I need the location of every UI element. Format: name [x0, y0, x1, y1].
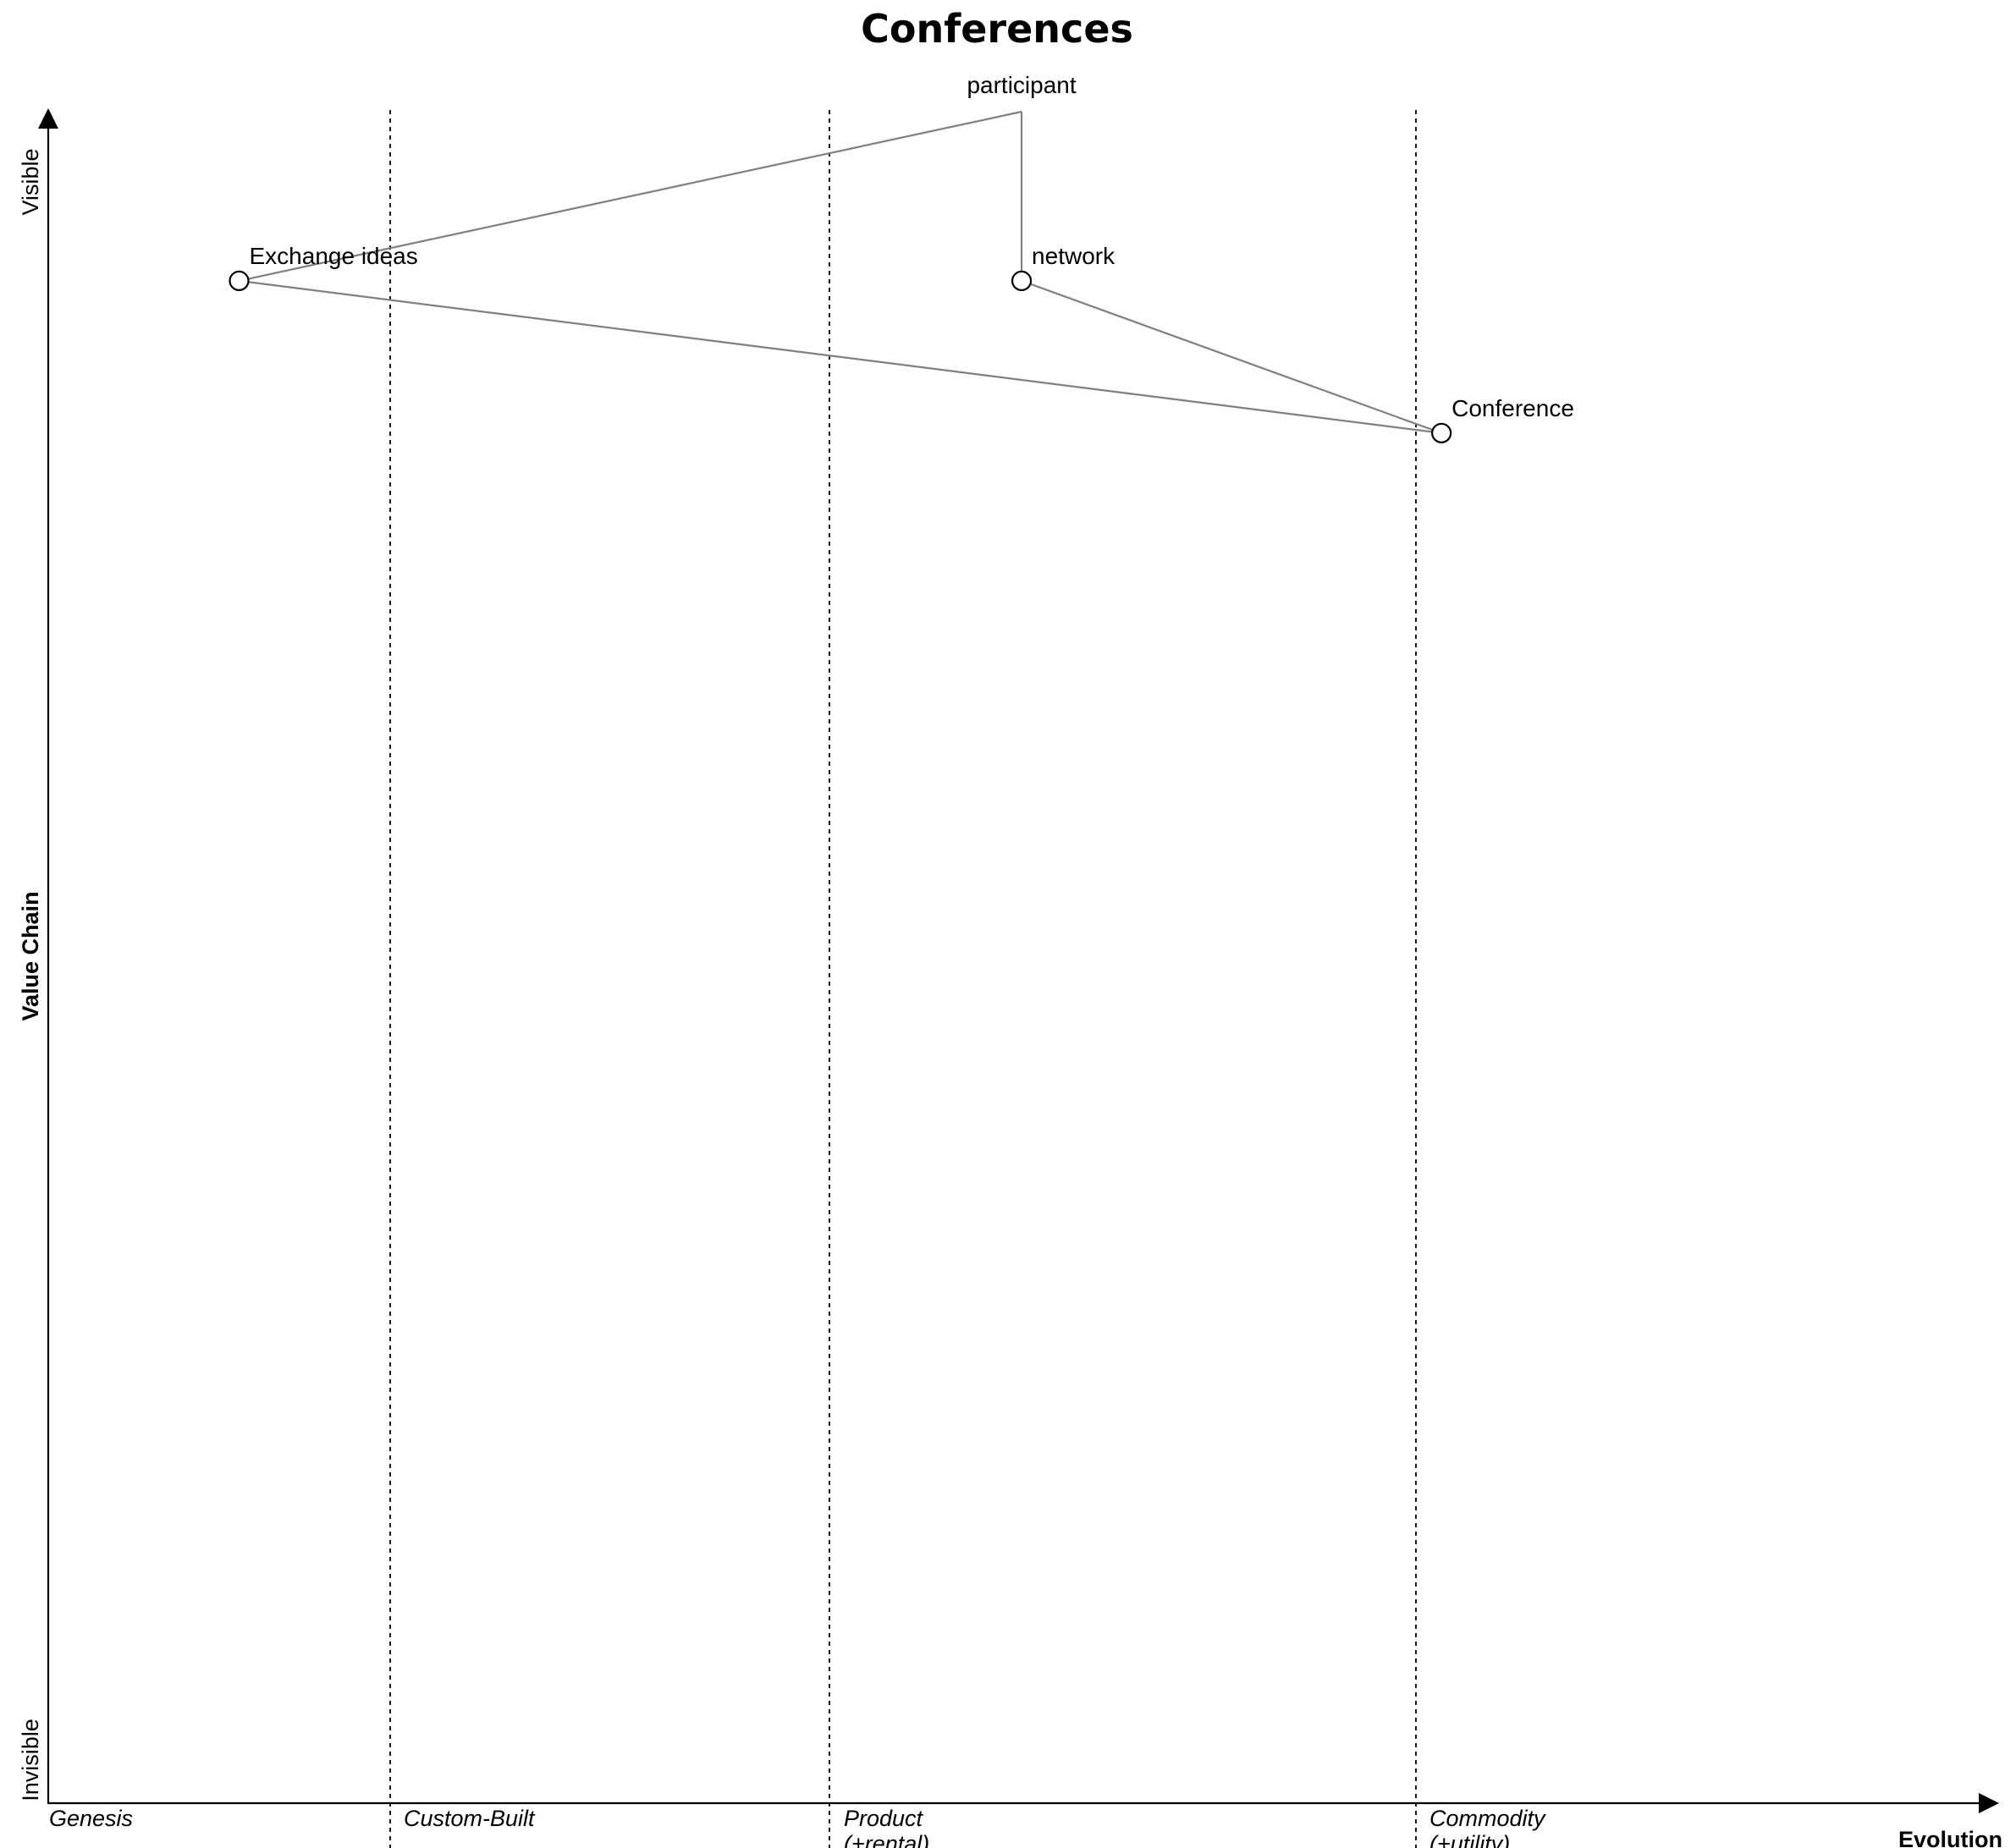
link-participant-to-exchange — [239, 110, 1022, 282]
links-layer — [239, 110, 1442, 434]
link-network-to-conference — [1021, 279, 1442, 434]
nodes-layer: participant Exchange ideas network Conferen… — [229, 72, 1574, 443]
component-label-network: network — [1032, 243, 1115, 269]
component-node-network[interactable] — [1011, 270, 1033, 291]
component-label-exchange: Exchange ideas — [250, 243, 418, 269]
y-axis-arrowhead — [38, 108, 58, 129]
x-axis-arrowhead — [1979, 1793, 1999, 1813]
component-label-conference: Conference — [1451, 395, 1574, 421]
y-axis-visible-label: Visible — [18, 148, 43, 215]
anchor-participant[interactable]: participant — [967, 72, 1076, 98]
stage-label-genesis: Genesis — [49, 1806, 133, 1831]
y-axis-invisible-label: Invisible — [18, 1719, 43, 1801]
stage-label-custom-built: Custom-Built — [404, 1806, 536, 1831]
stage-label-commodity: Commodity — [1429, 1806, 1546, 1831]
x-axis-title: Evolution — [1898, 1827, 2002, 1848]
stage-label-product: Product — [844, 1806, 924, 1831]
stage-label-product-sub: (+rental) — [844, 1831, 929, 1848]
link-exchange-to-conference — [239, 279, 1442, 434]
map-title: Conferences — [861, 6, 1133, 52]
stage-label-commodity-sub: (+utility) — [1429, 1831, 1510, 1848]
component-node-conference[interactable] — [1431, 422, 1452, 443]
y-axis-title: Value Chain — [18, 891, 43, 1020]
component-node-exchange[interactable] — [229, 270, 250, 291]
